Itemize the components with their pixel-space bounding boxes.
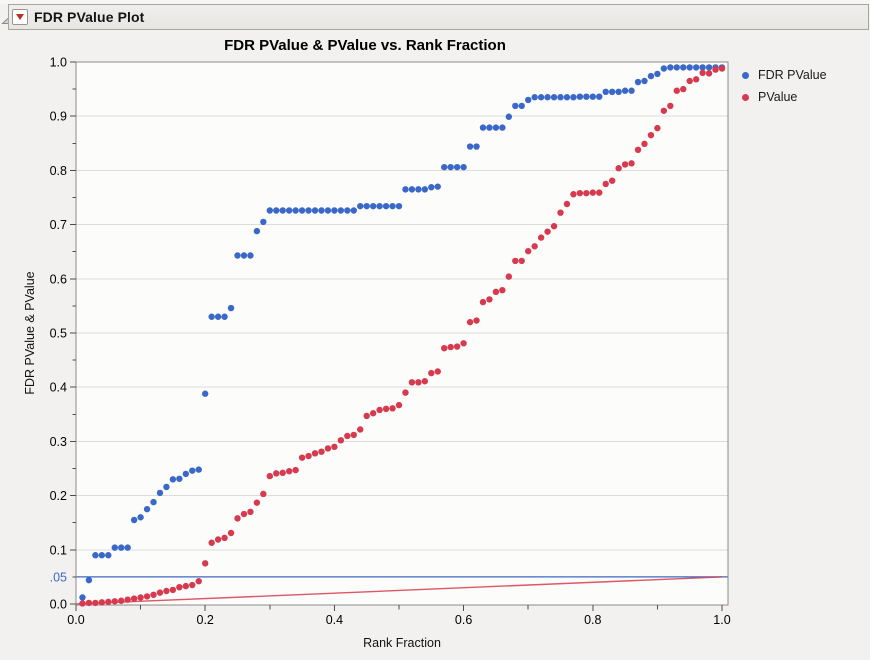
svg-text:0.7: 0.7 xyxy=(50,218,67,232)
legend: FDR PValue PValue xyxy=(742,64,827,108)
svg-text:0.3: 0.3 xyxy=(50,435,67,449)
svg-text:0.2: 0.2 xyxy=(50,489,67,503)
svg-text:0.4: 0.4 xyxy=(50,381,67,395)
svg-text:0.6: 0.6 xyxy=(50,272,67,286)
svg-text:0.8: 0.8 xyxy=(50,164,67,178)
legend-item-fdr-pvalue[interactable]: FDR PValue xyxy=(742,64,827,86)
svg-text:0.2: 0.2 xyxy=(197,613,214,627)
svg-text:0.5: 0.5 xyxy=(50,327,67,341)
outline-header: FDR PValue Plot xyxy=(8,4,869,30)
svg-text:0.0: 0.0 xyxy=(67,613,84,627)
svg-text:0.9: 0.9 xyxy=(50,110,67,124)
legend-item-pvalue[interactable]: PValue xyxy=(742,86,827,108)
legend-label: FDR PValue xyxy=(758,68,827,82)
red-triangle-menu-button[interactable] xyxy=(12,9,28,25)
window-top-strip xyxy=(0,0,870,4)
svg-text:0.1: 0.1 xyxy=(50,543,67,557)
x-axis-title: Rank Fraction xyxy=(363,636,441,650)
red-triangle-icon xyxy=(16,14,24,20)
legend-label: PValue xyxy=(758,90,798,104)
y-axis-title: FDR PValue & PValue xyxy=(23,271,37,395)
svg-text:0.0: 0.0 xyxy=(50,598,67,612)
outline-title: FDR PValue Plot xyxy=(34,9,145,25)
svg-text:1.0: 1.0 xyxy=(713,613,730,627)
chart-title: FDR PValue & PValue vs. Rank Fraction xyxy=(224,37,506,54)
svg-text:.05: .05 xyxy=(50,570,67,584)
svg-text:1.0: 1.0 xyxy=(50,56,67,70)
svg-text:0.6: 0.6 xyxy=(455,613,472,627)
pvalue-marker-icon xyxy=(742,93,749,101)
svg-text:0.8: 0.8 xyxy=(584,613,601,627)
svg-text:0.4: 0.4 xyxy=(326,613,343,627)
fdr-pvalue-marker-icon xyxy=(742,71,749,79)
